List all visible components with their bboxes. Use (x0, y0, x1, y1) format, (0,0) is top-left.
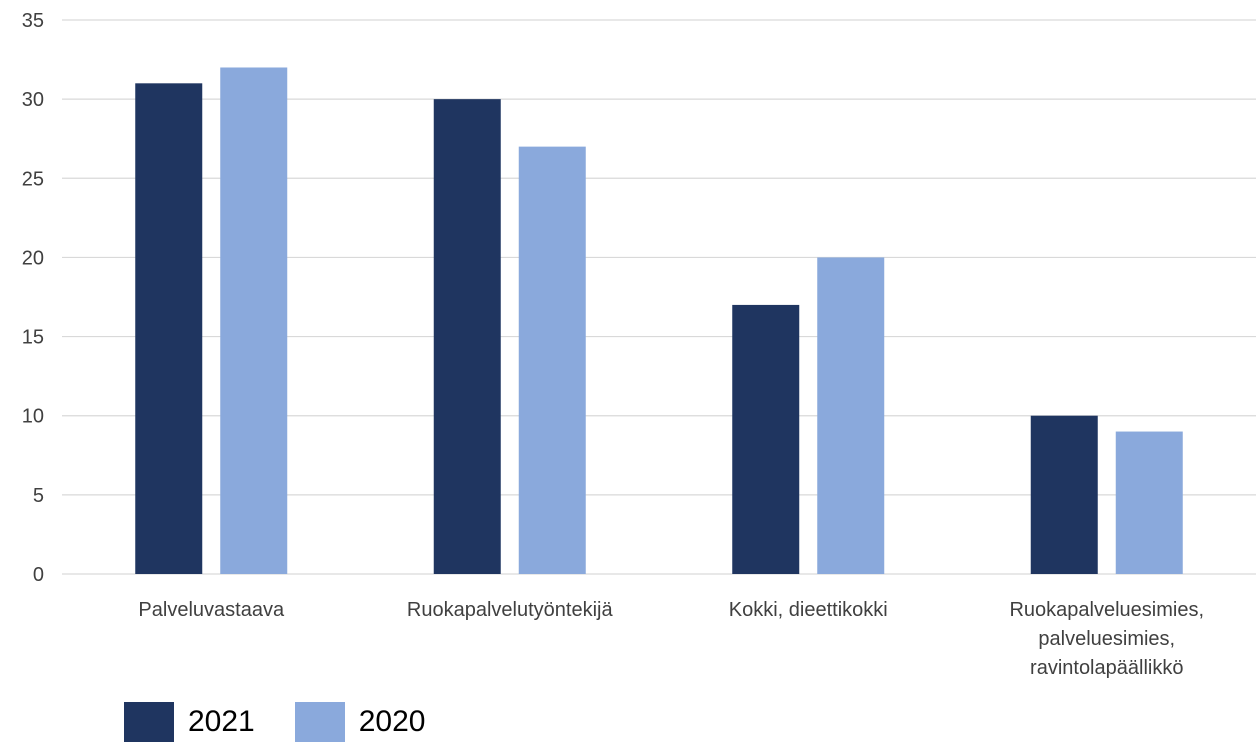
x-category-label: Ruokapalvelutyöntekijä (407, 599, 614, 621)
y-tick-label: 5 (33, 485, 44, 507)
y-tick-label: 10 (22, 406, 44, 428)
y-tick-label: 35 (22, 10, 44, 32)
bar-2021-3 (1030, 415, 1098, 574)
legend: 2021 2020 (124, 702, 466, 742)
legend-label-2021: 2021 (188, 705, 255, 738)
y-tick-label: 15 (22, 327, 44, 349)
bar-2020-3 (1115, 431, 1183, 574)
bar-2021-2 (732, 304, 800, 574)
legend-swatch-2020 (294, 702, 345, 742)
x-category-label: Kokki, dieettikokki (729, 599, 888, 621)
bar-2020-1 (518, 146, 586, 574)
y-tick-label: 30 (22, 89, 44, 111)
y-tick-label: 20 (22, 247, 44, 269)
legend-swatch-2021 (124, 702, 174, 742)
legend-item-2020: 2020 (294, 702, 426, 742)
x-category-label: palveluesimies, (1038, 628, 1175, 650)
y-tick-label: 0 (33, 564, 44, 586)
x-category-label: Palveluvastaava (138, 599, 285, 621)
x-category-label: ravintolapäällikkö (1030, 657, 1183, 679)
bar-2020-0 (220, 67, 288, 574)
legend-item-2021: 2021 (124, 702, 255, 742)
y-tick-label: 25 (22, 168, 44, 190)
x-category-label: Ruokapalveluesimies, (1009, 599, 1204, 621)
bar-2021-0 (135, 83, 203, 575)
bar-2020-2 (817, 257, 885, 574)
bar-2021-1 (433, 99, 501, 575)
legend-label-2020: 2020 (358, 705, 426, 738)
bar-chart: 0 5 10 15 20 25 30 35 Palveluvastaava Ruokapalvel… (22, 10, 1256, 679)
